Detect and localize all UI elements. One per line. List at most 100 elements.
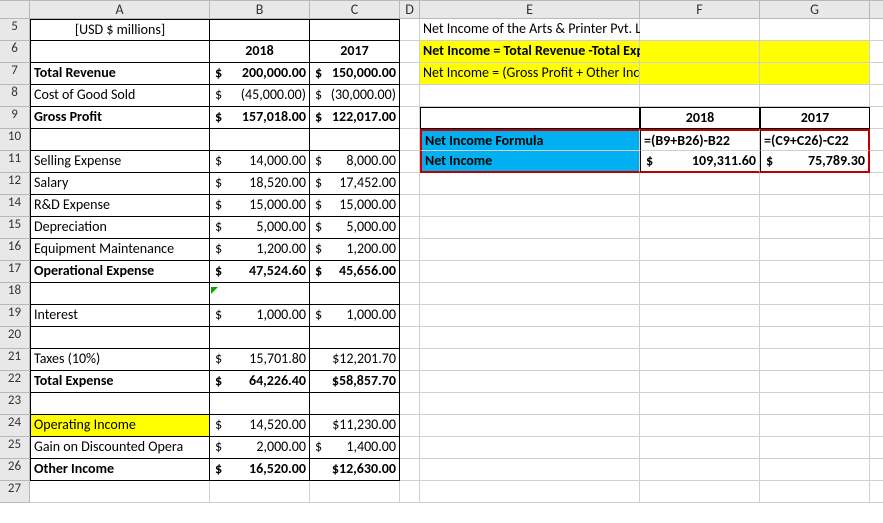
- cell[interactable]: [760, 41, 870, 63]
- cell[interactable]: [210, 327, 310, 349]
- cell-cogs-2017[interactable]: $30,000.00: [310, 85, 400, 107]
- cell[interactable]: [640, 459, 760, 481]
- cell[interactable]: [310, 19, 400, 41]
- cell[interactable]: [30, 327, 210, 349]
- cell-ni-2018[interactable]: $109,311.60: [640, 151, 760, 173]
- cell-right-year-2018[interactable]: 2018: [640, 107, 760, 129]
- cell[interactable]: [420, 195, 640, 217]
- cell[interactable]: [760, 173, 870, 195]
- cell[interactable]: [640, 371, 760, 393]
- cell-other-2018[interactable]: $16,520.00: [210, 459, 310, 481]
- cell[interactable]: [760, 481, 870, 503]
- cell[interactable]: [760, 415, 870, 437]
- cell[interactable]: [400, 415, 420, 437]
- cell-gross-profit-2018[interactable]: $157,018.00: [210, 107, 310, 129]
- cell[interactable]: [870, 19, 883, 41]
- cell[interactable]: [400, 63, 420, 85]
- cell[interactable]: [640, 393, 760, 415]
- cell-formula-expanded[interactable]: Net Income = (Gross Profit + Other Incom…: [420, 63, 640, 85]
- col-header-E[interactable]: E: [420, 0, 640, 19]
- row-header[interactable]: 8: [0, 85, 30, 107]
- cell[interactable]: [760, 63, 870, 85]
- cell-ni-2017[interactable]: $75,789.30: [760, 151, 870, 173]
- cell[interactable]: [400, 305, 420, 327]
- cell[interactable]: [400, 481, 420, 503]
- cell-salary-2018[interactable]: $18,520.00: [210, 173, 310, 195]
- cell-ni-label[interactable]: Net Income: [420, 151, 640, 173]
- cell[interactable]: [870, 437, 883, 459]
- cell-total-revenue-2018[interactable]: $200,000.00: [210, 63, 310, 85]
- row-header[interactable]: 21: [0, 349, 30, 371]
- cell-cogs-label[interactable]: Cost of Good Sold: [30, 85, 210, 107]
- col-header-G[interactable]: G: [760, 0, 870, 19]
- cell-unit-label[interactable]: [USD $ millions]: [30, 19, 210, 41]
- cell-opinc-2017[interactable]: $11,230.00: [310, 415, 400, 437]
- row-header[interactable]: 19: [0, 305, 30, 327]
- cell-opinc-2018[interactable]: $14,520.00: [210, 415, 310, 437]
- cell-gain-2018[interactable]: $2,000.00: [210, 437, 310, 459]
- row-header[interactable]: 6: [0, 41, 30, 63]
- cell[interactable]: [30, 129, 210, 151]
- cell[interactable]: [760, 327, 870, 349]
- cell[interactable]: [210, 393, 310, 415]
- cell-totexp-2018[interactable]: $64,226.40: [210, 371, 310, 393]
- cell[interactable]: [420, 217, 640, 239]
- cell-deprec-2017[interactable]: $5,000.00: [310, 217, 400, 239]
- cell[interactable]: [420, 327, 640, 349]
- cell-deprec-label[interactable]: Depreciation: [30, 217, 210, 239]
- row-header[interactable]: 23: [0, 393, 30, 415]
- cell-gross-profit-2017[interactable]: $122,017.00: [310, 107, 400, 129]
- cell[interactable]: [400, 217, 420, 239]
- cell[interactable]: [870, 151, 883, 173]
- cell[interactable]: [210, 481, 310, 503]
- cell[interactable]: [760, 261, 870, 283]
- cell[interactable]: [760, 195, 870, 217]
- cell[interactable]: [420, 415, 640, 437]
- cell[interactable]: [420, 459, 640, 481]
- cell[interactable]: [210, 283, 310, 305]
- cell[interactable]: [640, 217, 760, 239]
- cell[interactable]: [870, 239, 883, 261]
- cell[interactable]: [640, 437, 760, 459]
- cell[interactable]: [420, 437, 640, 459]
- cell-selling-2017[interactable]: $8,000.00: [310, 151, 400, 173]
- row-header[interactable]: 12: [0, 173, 30, 195]
- cell[interactable]: [760, 85, 870, 107]
- cell[interactable]: [420, 261, 640, 283]
- col-header-D[interactable]: D: [400, 0, 420, 19]
- cell[interactable]: [640, 173, 760, 195]
- col-header-F[interactable]: F: [640, 0, 760, 19]
- cell[interactable]: [760, 283, 870, 305]
- col-header-C[interactable]: C: [310, 0, 400, 19]
- cell-formula-title[interactable]: Net Income = Total Revenue -Total Expens…: [420, 41, 640, 63]
- cell[interactable]: [640, 349, 760, 371]
- cell-right-year-2017[interactable]: 2017: [760, 107, 870, 129]
- row-header[interactable]: 17: [0, 261, 30, 283]
- row-header[interactable]: 24: [0, 415, 30, 437]
- col-header-B[interactable]: B: [210, 0, 310, 19]
- cell[interactable]: [760, 393, 870, 415]
- cell[interactable]: [870, 349, 883, 371]
- cell-rnd-label[interactable]: R&D Expense: [30, 195, 210, 217]
- cell-interest-2017[interactable]: $1,000.00: [310, 305, 400, 327]
- cell-equip-2018[interactable]: $1,200.00: [210, 239, 310, 261]
- cell[interactable]: [640, 305, 760, 327]
- cell[interactable]: [30, 283, 210, 305]
- cell-salary-2017[interactable]: $17,452.00: [310, 173, 400, 195]
- cell-ni-formula-2018[interactable]: =(B9+B26)-B22: [640, 129, 760, 151]
- cell[interactable]: [400, 41, 420, 63]
- cell[interactable]: [760, 349, 870, 371]
- cell-deprec-2018[interactable]: $5,000.00: [210, 217, 310, 239]
- cell[interactable]: [400, 129, 420, 151]
- cell-taxes-2018[interactable]: $15,701.80: [210, 349, 310, 371]
- cell-year-2018[interactable]: 2018: [210, 41, 310, 63]
- cell[interactable]: [870, 41, 883, 63]
- cell[interactable]: [760, 19, 870, 41]
- cell-equip-2017[interactable]: $1,200.00: [310, 239, 400, 261]
- col-header-A[interactable]: A: [30, 0, 210, 19]
- cell-ni-formula-2017[interactable]: =(C9+C26)-C22: [760, 129, 870, 151]
- cell[interactable]: [760, 217, 870, 239]
- cell-selling-2018[interactable]: $14,000.00: [210, 151, 310, 173]
- row-header[interactable]: 9: [0, 107, 30, 129]
- cell[interactable]: [400, 19, 420, 41]
